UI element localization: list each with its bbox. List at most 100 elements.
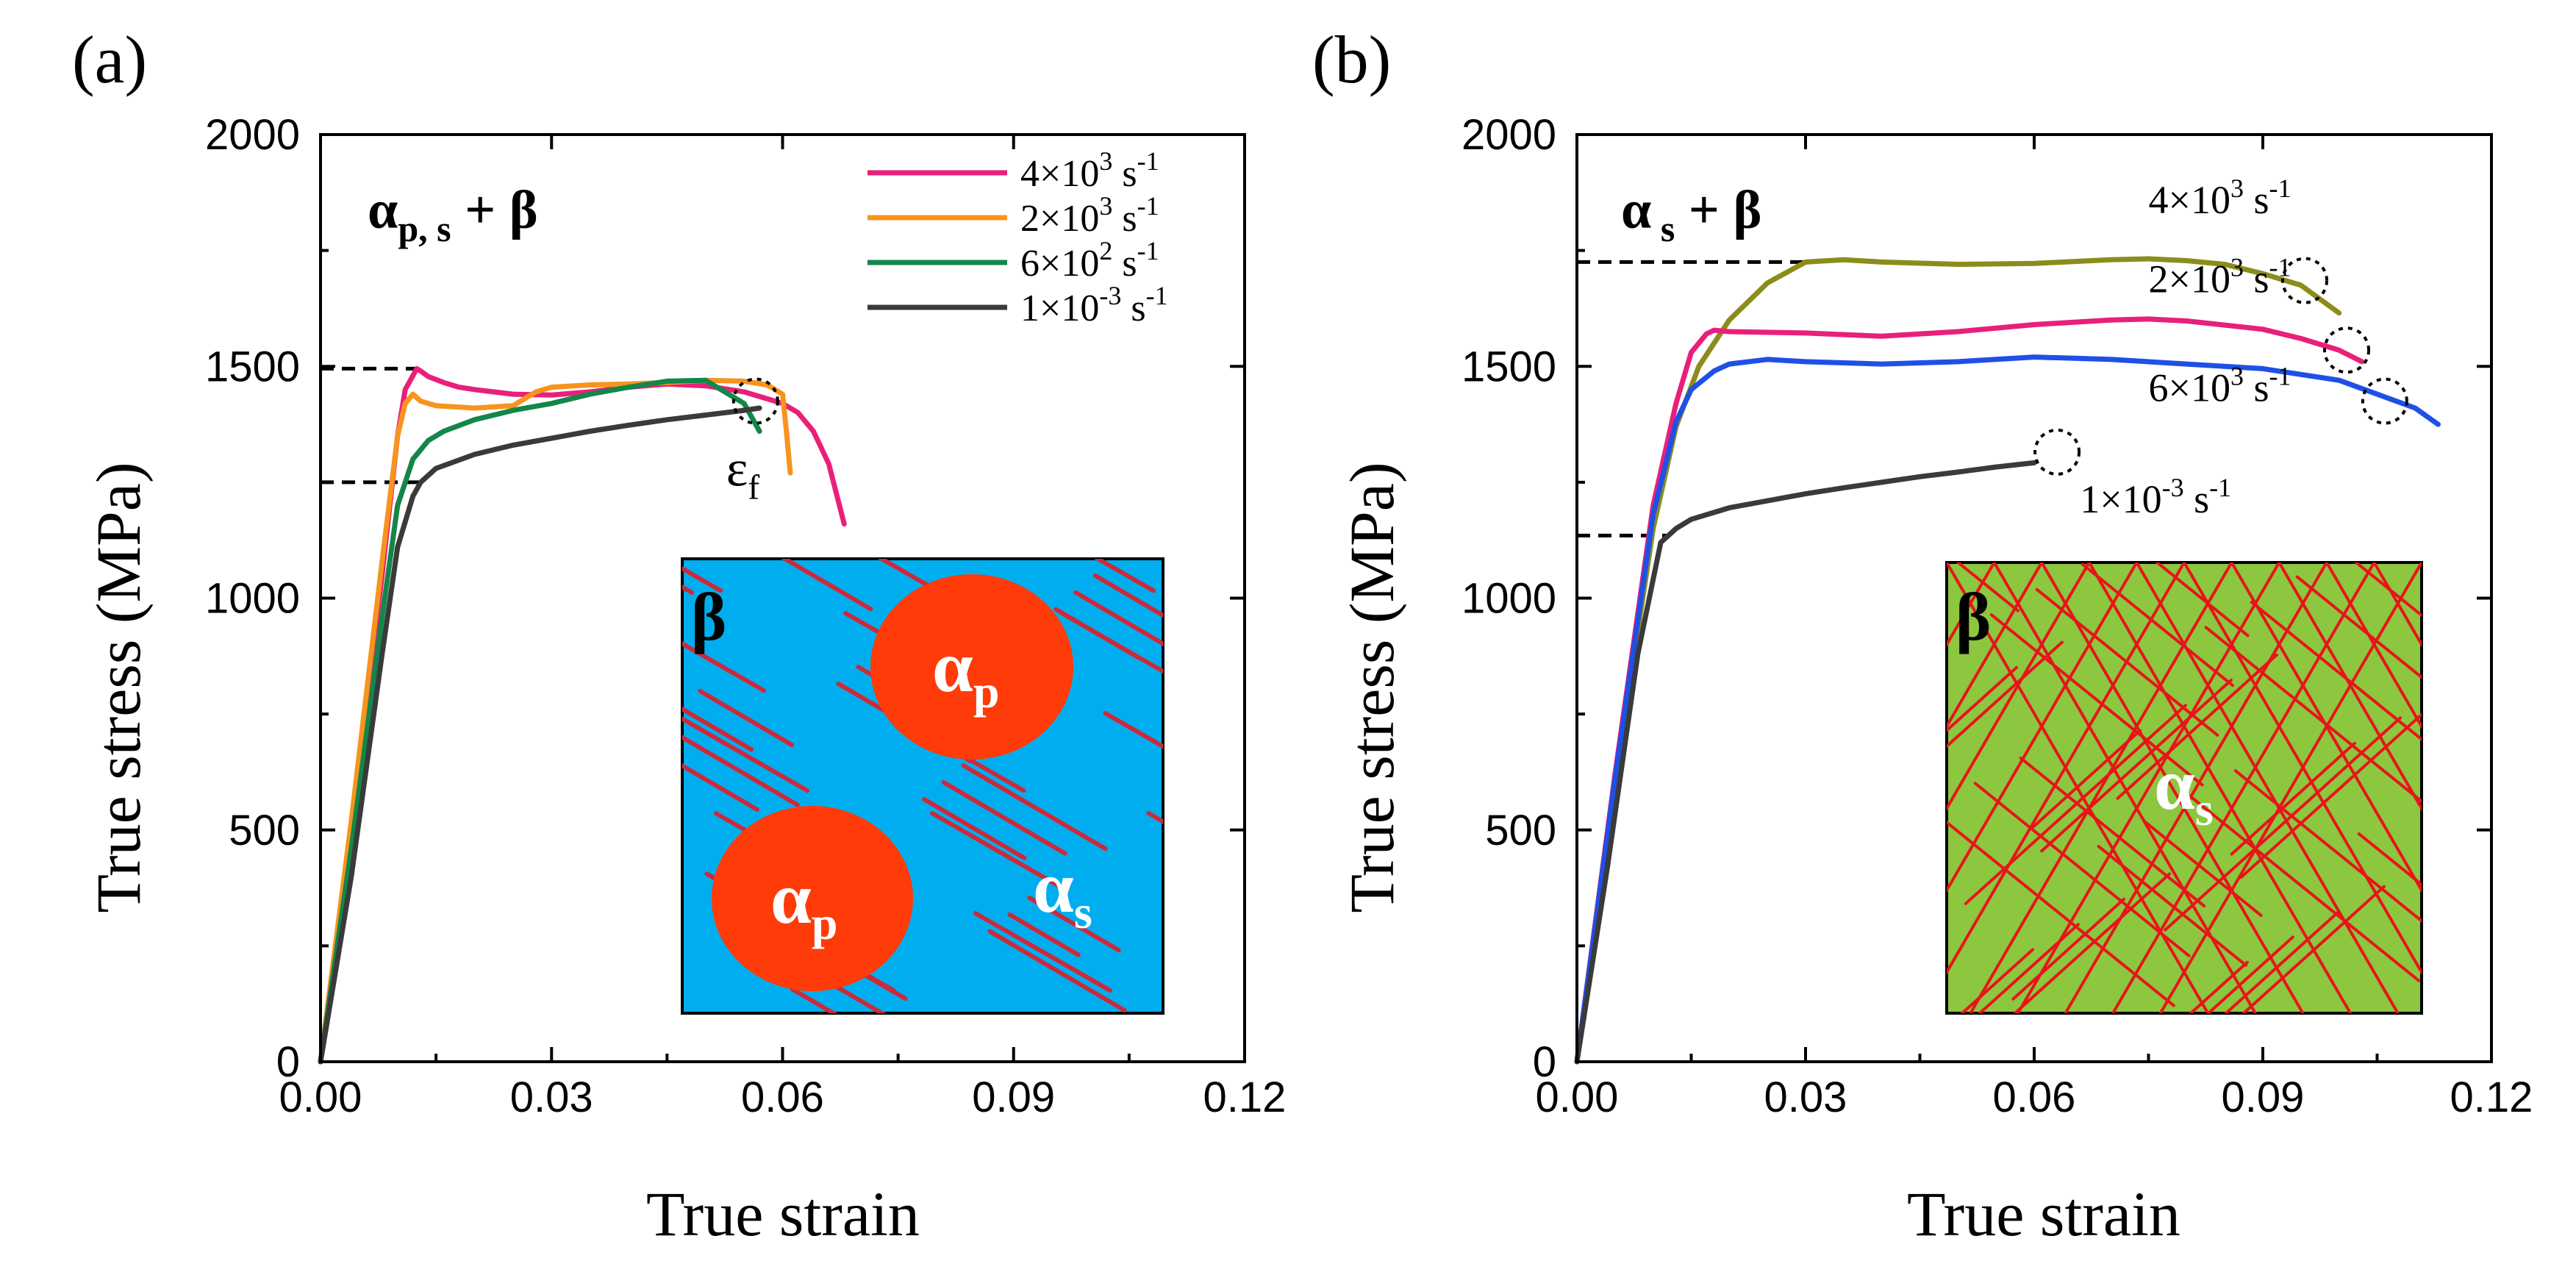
panel-a-legend: 4×103 s-12×103 s-16×102 s-11×10-3 s-1 [867, 146, 1168, 329]
alpha-s-lath [2278, 562, 2422, 812]
alpha-s-lath [2081, 562, 2234, 687]
alpha-s-lath [2183, 562, 2422, 976]
panel-a-phase-label: αp, s + β [368, 180, 538, 249]
panel-b-fracture-marker-3 [2033, 428, 2081, 476]
panel-b-chart: (b) True strain True stress (MPa) β αs 4… [1312, 22, 2576, 1249]
panel-a-series-line-1 [318, 377, 793, 1065]
alpha-s-lath [1960, 948, 2034, 1013]
alpha-s-lath [973, 911, 1113, 993]
alpha-s-lath [2239, 712, 2422, 879]
alpha-s-lath [1947, 562, 2139, 893]
alpha-s-lath [1073, 590, 1163, 646]
alpha-s-lath [682, 706, 754, 752]
panel-a-x-tick-label: 0.00 [279, 1074, 362, 1121]
alpha-s-lath [682, 716, 810, 793]
alpha-s-lath [2019, 757, 2206, 908]
alpha-s-lath [2135, 562, 2400, 1013]
alpha-s-lath [1103, 711, 1163, 749]
alpha-s-lath [2353, 562, 2422, 618]
panel-a-inset-alpha-p-grain-top [870, 574, 1073, 760]
alpha-s-lath [2155, 562, 2250, 637]
alpha-s-lath [2233, 769, 2422, 924]
panel-a-inset-beta-label: β [691, 579, 726, 654]
panel-a-fracture-strain-label: εf [726, 441, 759, 507]
alpha-s-lath [1956, 562, 2019, 612]
panel-a-legend-entry-3: 1×10-3 s-1 [1020, 281, 1168, 329]
alpha-s-lath [1007, 912, 1081, 957]
panel-b-x-axis-label: True strain [1907, 1179, 2180, 1249]
panel-b-phase-label: α s + β [1621, 180, 1761, 249]
panel-b-label: (b) [1312, 22, 1391, 97]
alpha-s-lath [1947, 640, 2064, 749]
alpha-s-lath [682, 640, 767, 693]
panel-b-fracture-marker-0 [2281, 257, 2329, 304]
alpha-s-lath [2295, 575, 2422, 679]
panel-b-x-tick-label: 0.00 [1536, 1074, 1619, 1121]
alpha-s-lath [2420, 562, 2422, 565]
panel-a-label: (a) [72, 22, 147, 97]
panel-b-inset-alpha-s-laths [1638, 562, 2576, 1013]
alpha-s-lath [941, 780, 1067, 856]
panel-a-x-tick-label: 0.06 [741, 1074, 824, 1121]
alpha-s-lath [1093, 559, 1156, 593]
panel-b-ticks: 0.00 0.03 0.06 0.09 0.12 0 500 1000 1500 2000 [1461, 111, 2533, 1121]
alpha-s-lath [682, 565, 723, 593]
panel-a-y-axis-label: True stress (MPa) [83, 462, 154, 912]
alpha-s-lath [682, 762, 760, 812]
panel-a-series-line-3 [318, 405, 762, 1065]
panel-a-inset-alpha-s-label: αs [1033, 846, 1092, 938]
panel-a-inset-alpha-p-label-bottom: αp [770, 857, 837, 949]
alpha-s-lath [2189, 960, 2249, 1013]
alpha-s-lath [1947, 562, 2186, 976]
panel-b-series-label-3: 1×10-3 s-1 [2080, 473, 2231, 521]
alpha-s-lath [1192, 913, 1326, 990]
panel-a-inset-alpha-p-label-top: αp [932, 626, 999, 718]
panel-b-y-tick-label: 1500 [1461, 343, 1556, 390]
alpha-s-lath [2372, 562, 2422, 648]
alpha-s-lath [2469, 562, 2576, 1013]
panel-b-microstructure-inset: β αs [1638, 561, 2576, 1015]
panel-a-series-line-2 [318, 377, 762, 1065]
panel-b-x-tick-label: 0.06 [1993, 1074, 2076, 1121]
alpha-s-lath [2188, 794, 2421, 982]
alpha-s-lath [987, 929, 1127, 1013]
panel-a-legend-entry-1: 2×103 s-1 [1020, 191, 1159, 240]
panel-b-series-line-1 [1574, 316, 2365, 1065]
panel-a-reference-lines [321, 366, 421, 485]
panel-b-series-label-1: 2×103 s-1 [2149, 252, 2291, 301]
alpha-s-lath [961, 763, 1108, 851]
alpha-s-lath [1947, 665, 2018, 733]
panel-b-y-tick-label: 500 [1485, 807, 1556, 854]
alpha-s-lath [2206, 935, 2294, 1013]
alpha-s-lath [780, 559, 873, 612]
alpha-s-lath [2230, 741, 2356, 856]
panel-b-y-tick-label: 1000 [1461, 575, 1556, 623]
panel-a-inset-alpha-p-grain-bottom [712, 806, 913, 991]
panel-a-legend-entry-2: 6×102 s-1 [1020, 236, 1159, 285]
alpha-s-lath [2040, 678, 2233, 853]
panel-a-series-group [318, 365, 847, 1065]
panel-b-y-tick-label: 2000 [1461, 111, 1556, 159]
panel-b-series-line-3 [1574, 460, 2037, 1065]
alpha-s-lath [1964, 704, 2187, 905]
alpha-s-lath [2357, 832, 2422, 887]
alpha-s-lath [2204, 626, 2422, 804]
panel-b-series-label-0: 4×103 s-1 [2149, 174, 2291, 222]
panel-b-x-tick-label: 0.03 [1764, 1074, 1847, 1121]
alpha-s-lath [1947, 820, 2175, 1007]
alpha-s-lath [1973, 782, 2191, 957]
alpha-s-lath [1977, 923, 2080, 1013]
alpha-s-lath [2111, 562, 2376, 1013]
alpha-s-lath [1146, 811, 1163, 824]
panel-a-y-tick-label: 500 [229, 807, 300, 854]
alpha-s-lath [1992, 562, 2257, 1013]
alpha-s-lath [930, 811, 1070, 893]
alpha-s-lath [1092, 573, 1163, 618]
alpha-s-lath [1638, 562, 1899, 1013]
alpha-s-lath [682, 584, 695, 595]
alpha-s-lath [877, 559, 940, 593]
alpha-s-lath [921, 796, 1027, 861]
alpha-s-lath [2325, 562, 2422, 729]
alpha-s-lath [2142, 819, 2263, 918]
